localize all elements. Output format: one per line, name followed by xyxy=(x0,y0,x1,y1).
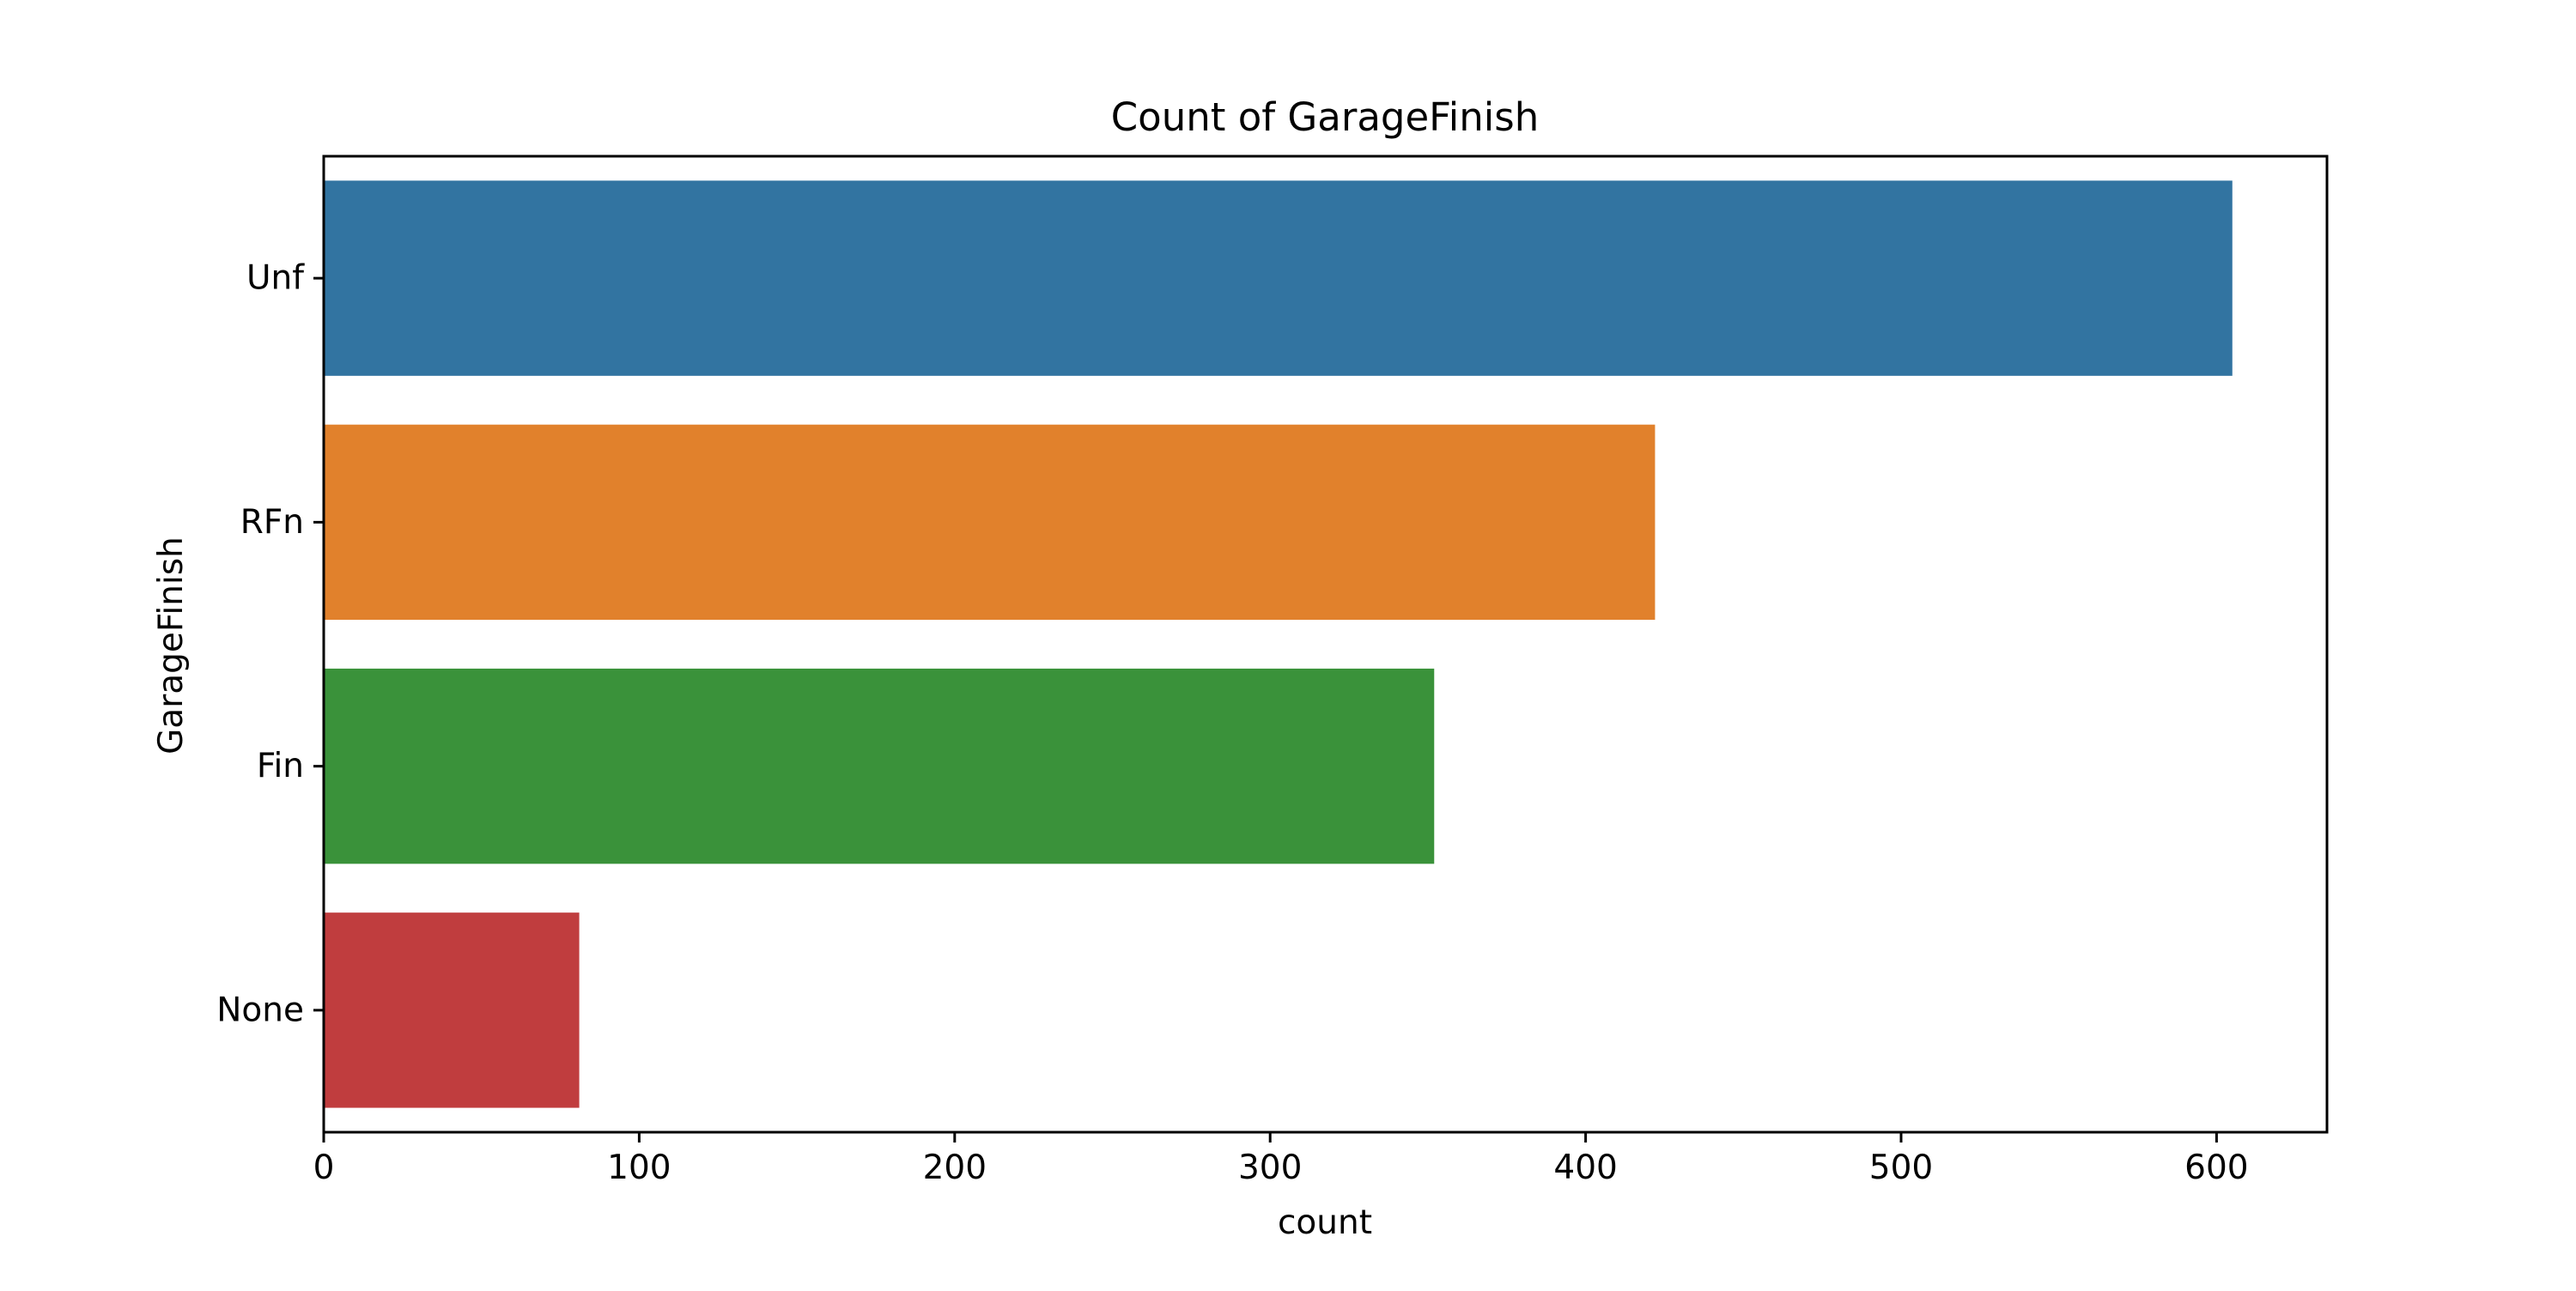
bar-rfn xyxy=(324,424,1656,621)
x-tick-label: 200 xyxy=(923,1149,987,1187)
x-tick-label: 600 xyxy=(2184,1149,2248,1187)
y-axis-ticks: Unf RFn Fin None xyxy=(216,259,324,1029)
y-tick-label: None xyxy=(216,991,304,1029)
x-tick-label: 500 xyxy=(1869,1149,1933,1187)
bar-fin xyxy=(324,668,1435,864)
bar-none xyxy=(324,912,580,1108)
bars-layer xyxy=(324,180,2233,1108)
x-axis-label: count xyxy=(1278,1203,1372,1242)
plot-area-frame xyxy=(322,155,2329,1134)
y-tick-label: Unf xyxy=(246,259,305,298)
y-tick-label: RFn xyxy=(240,503,304,542)
chart-title: Count of GarageFinish xyxy=(1111,94,1540,140)
x-axis-ticks: 0 100 200 300 400 500 600 xyxy=(313,1132,2249,1187)
y-tick-label: Fin xyxy=(257,747,304,785)
x-tick-label: 400 xyxy=(1553,1149,1617,1187)
x-tick-label: 300 xyxy=(1238,1149,1302,1187)
x-tick-label: 0 xyxy=(313,1149,335,1187)
y-axis-label: GarageFinish xyxy=(152,536,191,755)
bar-unf xyxy=(324,180,2233,376)
x-tick-label: 100 xyxy=(607,1149,671,1187)
